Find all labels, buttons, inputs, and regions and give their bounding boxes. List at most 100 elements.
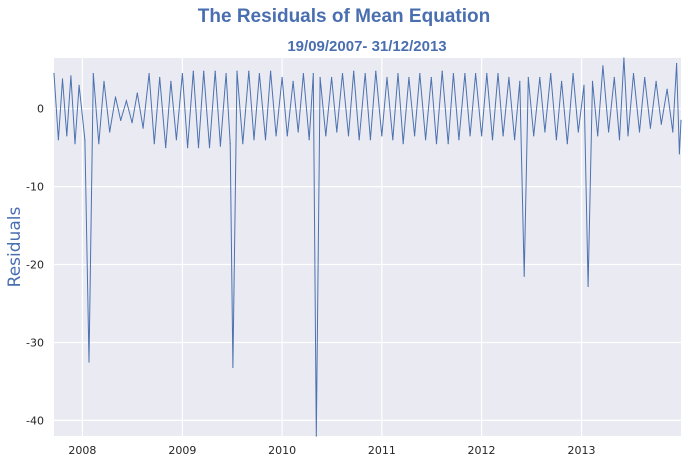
residual-point (170, 80, 172, 82)
residual-point (447, 143, 449, 145)
residual-point (539, 76, 541, 79)
residual-point (486, 73, 488, 75)
residual-point (666, 88, 668, 90)
residual-point (358, 139, 360, 141)
residual-point (441, 70, 443, 72)
residual-point (369, 139, 371, 141)
residual-point (248, 70, 250, 72)
residual-point (253, 139, 255, 141)
residual-point (475, 73, 477, 75)
residual-point (655, 80, 657, 82)
residual-point (469, 135, 471, 137)
residual-point (527, 76, 529, 79)
residuals-series (53, 57, 682, 437)
residual-point (74, 143, 76, 145)
residual-point (452, 73, 454, 75)
residual-point (203, 70, 205, 72)
residual-point (214, 70, 216, 72)
residual-point (229, 143, 231, 145)
x-tick-label: 2008 (68, 444, 96, 457)
residual-point (136, 92, 138, 94)
residual-point (425, 139, 427, 141)
residual-point (627, 135, 629, 137)
residual-point (70, 75, 72, 77)
residual-point (242, 143, 244, 145)
residual-point (430, 76, 432, 79)
residual-point (678, 153, 681, 155)
residual-point (109, 131, 111, 133)
residual-point (78, 84, 80, 86)
y-tick-label: 0 (37, 103, 44, 116)
residual-point (623, 57, 625, 59)
residual-point (264, 139, 267, 141)
residual-point (364, 73, 366, 75)
residual-point (644, 76, 646, 79)
residual-point (550, 73, 552, 75)
residual-point (597, 135, 599, 137)
residual-point (286, 135, 288, 137)
residual-point (649, 127, 652, 129)
residual-point (61, 78, 64, 80)
residual-point (618, 139, 621, 141)
residual-point (638, 131, 641, 133)
residual-point (308, 139, 310, 141)
residual-point (561, 80, 563, 82)
residual-point (302, 73, 304, 75)
residual-point (181, 73, 183, 75)
residual-point (672, 131, 674, 133)
grid-lines (54, 58, 681, 436)
residual-point (519, 80, 521, 82)
residual-point (192, 70, 194, 72)
x-tick-label: 2009 (168, 444, 196, 457)
x-tick-label: 2011 (368, 444, 396, 457)
residual-point (84, 139, 86, 141)
residual-point (602, 65, 604, 67)
residual-point (533, 135, 535, 137)
residual-point (353, 70, 355, 72)
residual-point (208, 147, 211, 149)
residual-point (566, 143, 568, 145)
residual-point (270, 70, 272, 72)
residual-point (502, 135, 504, 137)
y-tick-label: -10 (26, 181, 44, 194)
residual-point (142, 127, 144, 129)
residual-point (555, 139, 558, 141)
residual-point (175, 139, 177, 141)
residual-point (258, 73, 260, 75)
residual-point (159, 76, 161, 79)
residual-point (232, 366, 234, 368)
residual-point (497, 73, 499, 75)
residual-point (114, 96, 117, 98)
residual-point (386, 76, 388, 79)
residual-point (225, 73, 227, 75)
y-tick-label: -40 (26, 414, 44, 427)
residual-point (275, 135, 277, 137)
residual-point (187, 147, 189, 149)
residual-point (148, 73, 150, 75)
residual-point (165, 147, 167, 149)
residual-point (676, 62, 678, 65)
chart-title: The Residuals of Mean Equation (197, 6, 491, 27)
residual-point (325, 135, 327, 137)
residual-point (397, 73, 399, 75)
residual-point (297, 131, 299, 133)
x-tick-label: 2012 (468, 444, 496, 457)
residual-point (375, 70, 377, 72)
residual-point (292, 80, 294, 82)
residual-point (572, 73, 574, 75)
residual-point (331, 76, 333, 79)
residual-point (312, 73, 314, 75)
chart-subtitle: 19/09/2007- 31/12/2013 (287, 38, 447, 55)
residual-point (632, 73, 635, 75)
residual-point (587, 285, 589, 287)
residual-point (514, 139, 516, 141)
y-axis-label: Residuals (5, 207, 25, 288)
residual-point (491, 139, 494, 141)
residual-point (131, 122, 133, 124)
residual-point (153, 143, 155, 145)
residual-point (608, 131, 610, 133)
plot-area (54, 58, 681, 436)
residual-point (120, 119, 122, 121)
residual-point (103, 80, 105, 82)
